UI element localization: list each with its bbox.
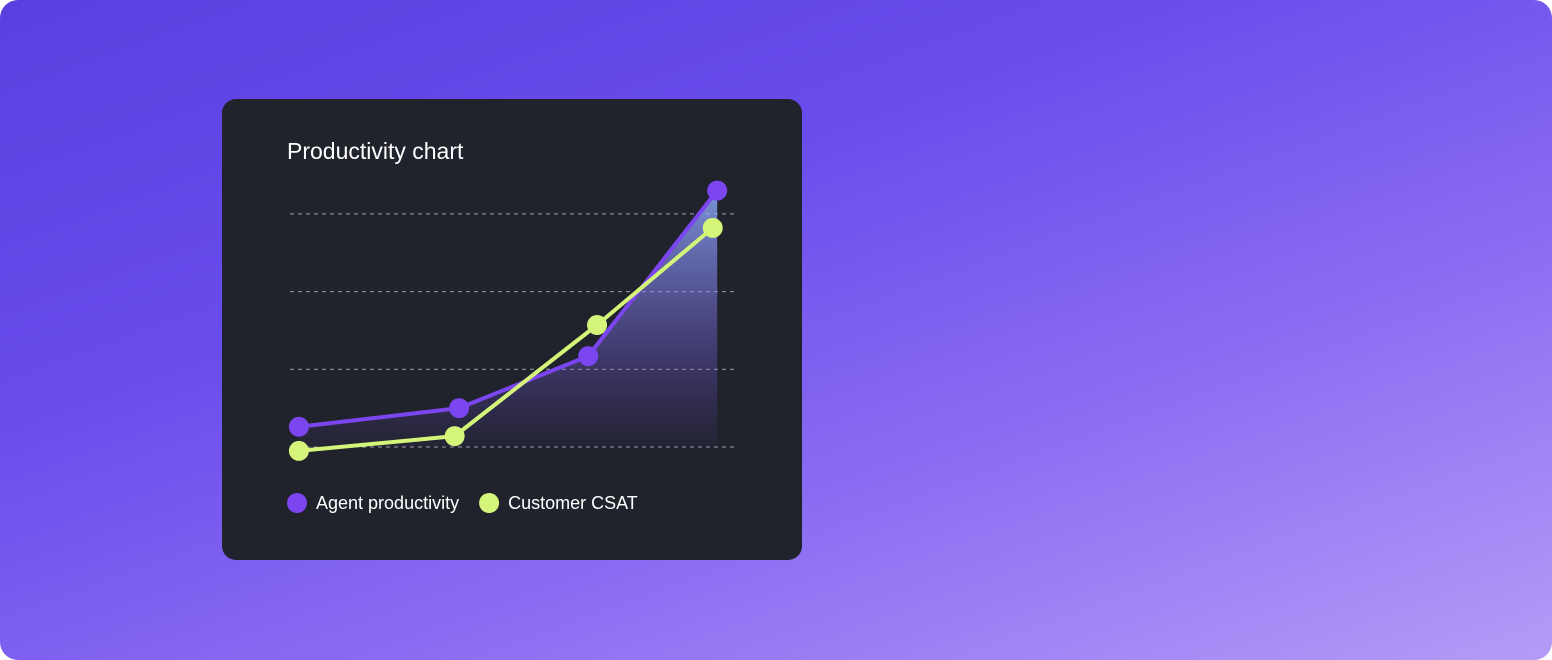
- data-point: [288, 440, 309, 461]
- data-point: [444, 426, 465, 447]
- legend-marker: [479, 493, 500, 513]
- data-point: [702, 217, 723, 238]
- data-point: [288, 416, 309, 437]
- data-point: [578, 346, 599, 367]
- data-point: [587, 315, 608, 336]
- legend-label: Customer CSAT: [508, 493, 638, 513]
- data-point: [449, 398, 470, 419]
- legend-label: Agent productivity: [316, 493, 459, 513]
- legend-marker: [287, 493, 307, 513]
- data-point: [707, 180, 728, 201]
- area: [298, 190, 718, 447]
- series-line: [298, 226, 715, 453]
- chart-title: Productivity chart: [287, 138, 464, 164]
